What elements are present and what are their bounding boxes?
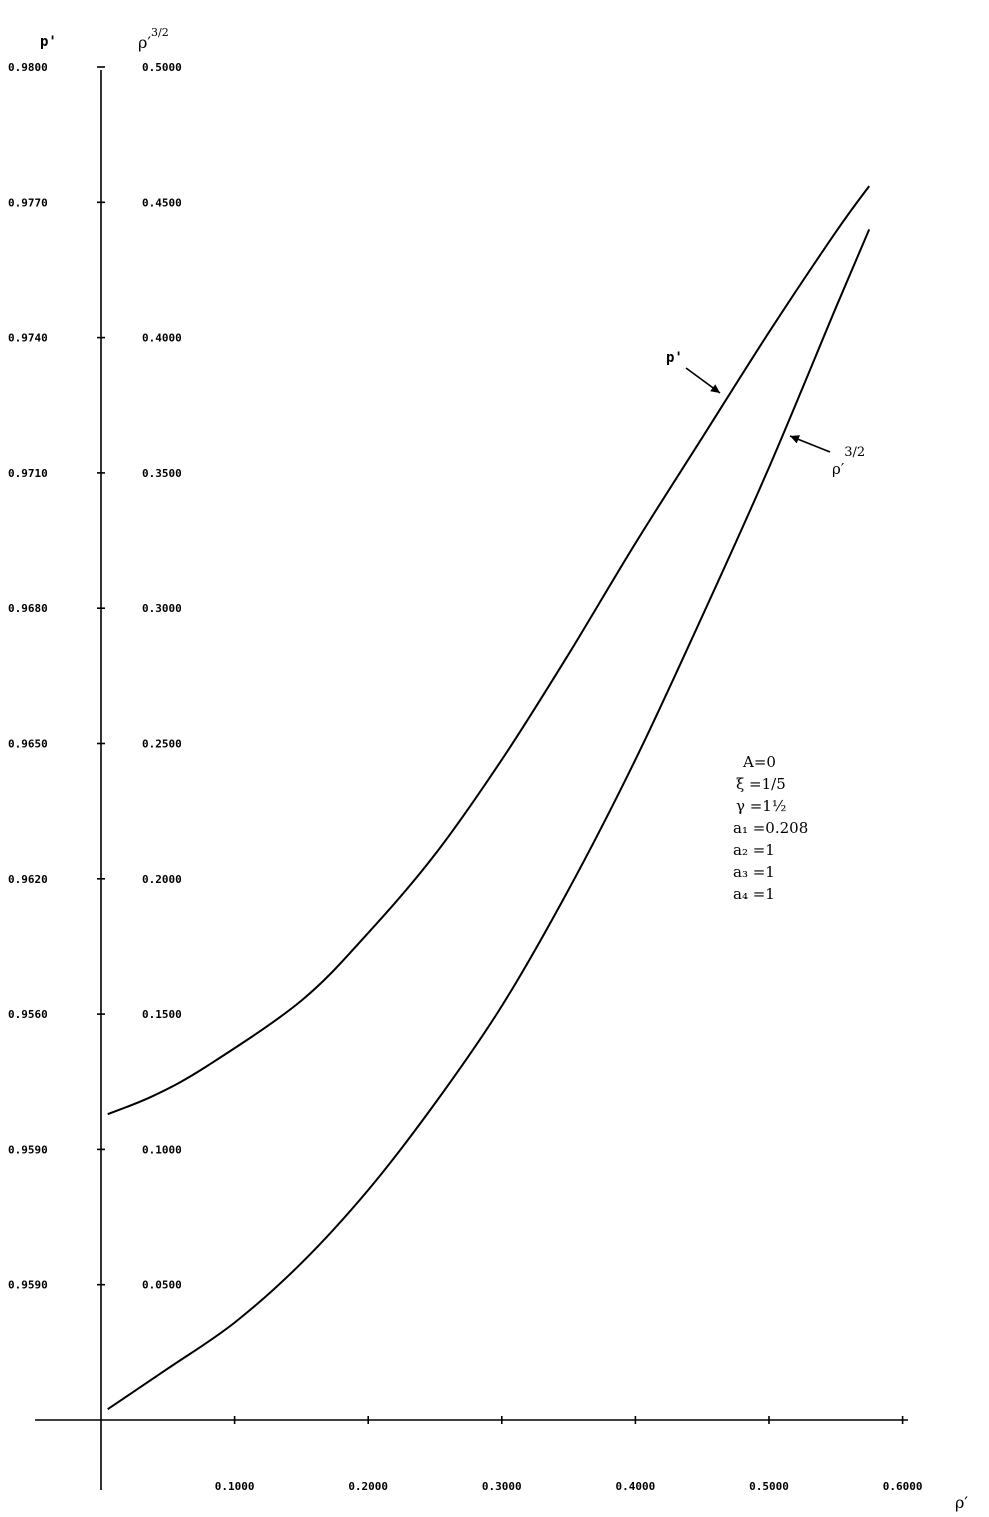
ticks: 0.9590 0.0500 0.9590 0.1000 0.9560 0.1500 0.96… [8, 61, 922, 1493]
y-tick-label-right: 0.4000 [142, 332, 182, 345]
annotation-rho-three-halves: ρ′3/2 [832, 445, 865, 478]
series-rho-three-halves-line [107, 229, 871, 1411]
parameter-item: a₄ =1 [733, 885, 775, 903]
x-tick-label: 0.3000 [482, 1480, 522, 1493]
series-p-prime-line [107, 185, 871, 1116]
x-tick-label: 0.5000 [749, 1480, 789, 1493]
y-tick-label-left: 0.9800 [8, 61, 48, 74]
y-tick-label-right: 0.1000 [142, 1143, 182, 1156]
y-axis-title-right: ρ′3/2 [138, 26, 169, 52]
y-tick-label-right: 0.5000 [142, 61, 182, 74]
annotation-p-prime: p' [666, 350, 683, 366]
y-tick-label-left: 0.9650 [8, 738, 48, 751]
parameter-item: γ =1½ [736, 797, 786, 815]
y-tick-label-left: 0.9740 [8, 332, 48, 345]
parameter-item: A=0 [742, 753, 776, 771]
y-tick-label-right: 0.0500 [142, 1279, 182, 1292]
y-tick-label-right: 0.3500 [142, 467, 182, 480]
y-tick-label-left: 0.9560 [8, 1008, 48, 1021]
y-tick-label-left: 0.9590 [8, 1143, 48, 1156]
parameter-list: A=0 ξ =1/5 γ =1½ a₁ =0.208 a₂ =1 a₃ =1 a₄ =1 [733, 753, 808, 903]
x-tick-label: 0.6000 [883, 1480, 923, 1493]
parameter-item: a₂ =1 [733, 841, 775, 859]
parameter-item: ξ =1/5 [736, 775, 786, 793]
y-tick-label-right: 0.1500 [142, 1008, 182, 1021]
parameter-item: a₃ =1 [733, 863, 775, 881]
x-tick-label: 0.4000 [616, 1480, 656, 1493]
y-tick-label-right: 0.2500 [142, 738, 182, 751]
y-tick-label-left: 0.9770 [8, 196, 48, 209]
y-tick-label-left: 0.9680 [8, 602, 48, 615]
x-axis-title: ρ′ [955, 1493, 968, 1512]
y-tick-label-right: 0.2000 [142, 873, 182, 886]
y-tick-label-left: 0.9590 [8, 1279, 48, 1292]
annotation-rho-three-halves-arrow [789, 435, 831, 453]
y-tick-label-right: 0.4500 [142, 196, 182, 209]
y-tick-label-right: 0.3000 [142, 602, 182, 615]
x-tick-label: 0.2000 [348, 1480, 388, 1493]
annotations: p' ρ′3/2 [666, 350, 865, 478]
x-tick-label: 0.1000 [215, 1480, 255, 1493]
y-tick-label-left: 0.9710 [8, 467, 48, 480]
parameter-item: a₁ =0.208 [733, 819, 808, 837]
y-axis-title-left: p' [40, 34, 57, 50]
annotation-p-prime-arrow [685, 367, 721, 394]
curves [107, 185, 871, 1411]
y-tick-label-left: 0.9620 [8, 873, 48, 886]
